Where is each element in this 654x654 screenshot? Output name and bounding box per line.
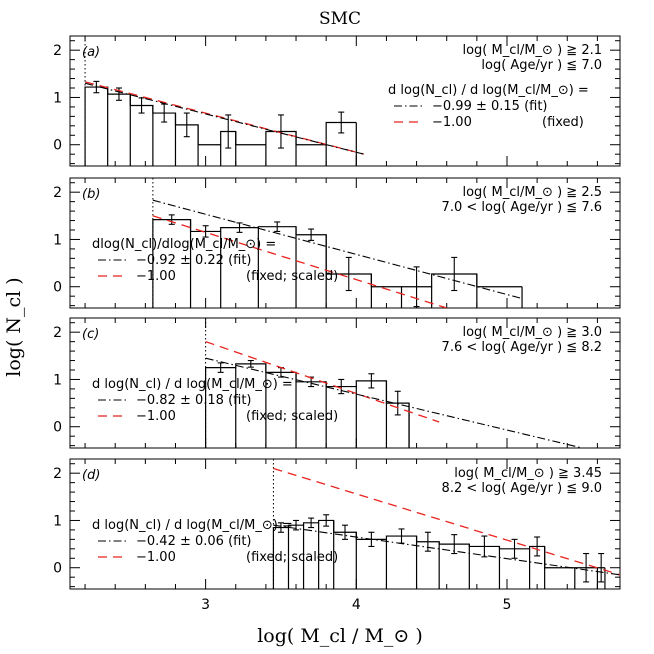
slope-label: d log(N_cl) / d log(M_cl/M_⊙) = [388, 83, 589, 98]
y-tick-label: 2 [53, 43, 62, 59]
y-axis-label: log( N_cl ) [3, 277, 25, 376]
y-tick-label: 2 [53, 466, 62, 482]
fit-line [273, 524, 620, 576]
x-axis-label: log( M_cl / M_⊙ ) [257, 625, 423, 647]
panel-d: 0 1 2 3 4 5 (d) log( M_cl/M_⊙ ) ≧ 3.458.2 < log… [53, 458, 621, 613]
y-tick-label: 2 [53, 185, 62, 201]
panel-label: (d) [82, 468, 100, 483]
panel-label: (a) [82, 45, 100, 60]
legend-fit-label: −0.82 ± 0.18 (fit) [136, 393, 252, 408]
y-tick-label: 1 [53, 90, 62, 106]
fit-line [84, 82, 364, 155]
plot-frame [69, 317, 621, 449]
condition-mass: log( M_cl/M_⊙ ) ≧ 2.5 [462, 185, 602, 200]
y-tick-label: 2 [53, 325, 62, 341]
plot-area [84, 36, 364, 166]
x-tick-label: 5 [503, 597, 512, 613]
legend-fixed-note: (fixed; scaled) [246, 550, 338, 565]
plot-frame [69, 177, 621, 309]
legend-fit-label: −0.92 ± 0.22 (fit) [136, 253, 252, 268]
legend-fit-label: −0.99 ± 0.15 (fit) [432, 99, 548, 114]
histogram-outline [152, 219, 523, 308]
legend-fixed-label: −1.00 [136, 269, 176, 284]
histogram-outline [84, 86, 357, 166]
figure-title: SMC [319, 9, 361, 29]
condition-mass: log( M_cl/M_⊙ ) ≧ 2.1 [462, 43, 602, 58]
plot-frame [69, 458, 621, 590]
plot-area [205, 318, 583, 448]
panel-c: 0 1 2 (c) log( M_cl/M_⊙ ) ≧ 3.07.6 < log( Ag… [53, 317, 621, 449]
legend-fixed-label: −1.00 [136, 550, 176, 565]
fixed-slope-line [152, 215, 447, 308]
legend-fixed-note: (fixed) [542, 115, 584, 130]
panel-b: 0 1 2 (b) log( M_cl/M_⊙ ) ≧ 2.57.0 < log( Ag… [53, 177, 621, 309]
legend-fixed-note: (fixed; scaled) [246, 269, 338, 284]
y-tick-label: 1 [53, 372, 62, 388]
fixed-slope-line [273, 467, 620, 576]
plot-area [272, 459, 620, 589]
fit-line [152, 199, 523, 300]
condition-age: log( Age/yr ) ≦ 7.0 [481, 58, 602, 73]
plot-area [152, 178, 523, 308]
plot-frame [69, 35, 621, 167]
condition-age: 8.2 < log( Age/yr ) ≦ 9.0 [442, 481, 602, 496]
y-tick-label: 0 [53, 561, 62, 577]
condition-mass: log( M_cl/M_⊙ ) ≧ 3.45 [454, 466, 602, 481]
histogram-outline [272, 519, 605, 589]
x-tick-label: 3 [201, 597, 210, 613]
y-tick-label: 0 [53, 280, 62, 296]
panel-label: (c) [82, 327, 99, 342]
panel-label: (b) [82, 187, 100, 202]
fit-line [205, 357, 583, 448]
legend-fixed-label: −1.00 [136, 409, 176, 424]
fixed-slope-line [84, 81, 364, 155]
condition-age: 7.0 < log( Age/yr ) ≦ 7.6 [442, 200, 602, 215]
slope-label: d log(N_cl) / d log(M_cl/M_⊙) = [92, 518, 293, 533]
y-tick-label: 1 [53, 232, 62, 248]
slope-label: dlog(N_cl)/dlog(M_cl/M_⊙) = [92, 237, 276, 252]
condition-age: 7.6 < log( Age/yr ) ≦ 8.2 [442, 340, 602, 355]
condition-mass: log( M_cl/M_⊙ ) ≧ 3.0 [462, 325, 602, 340]
slope-label: d log(N_cl) / d log(M_cl/M_⊙) = [92, 377, 293, 392]
legend-fit-label: −0.42 ± 0.06 (fit) [136, 534, 252, 549]
fixed-slope-line [205, 341, 440, 423]
y-tick-label: 1 [53, 513, 62, 529]
y-tick-label: 0 [53, 138, 62, 154]
legend-fixed-label: −1.00 [432, 115, 472, 130]
y-tick-label: 0 [53, 420, 62, 436]
legend-fixed-note: (fixed; scaled) [246, 409, 338, 424]
x-tick-label: 4 [352, 597, 361, 613]
